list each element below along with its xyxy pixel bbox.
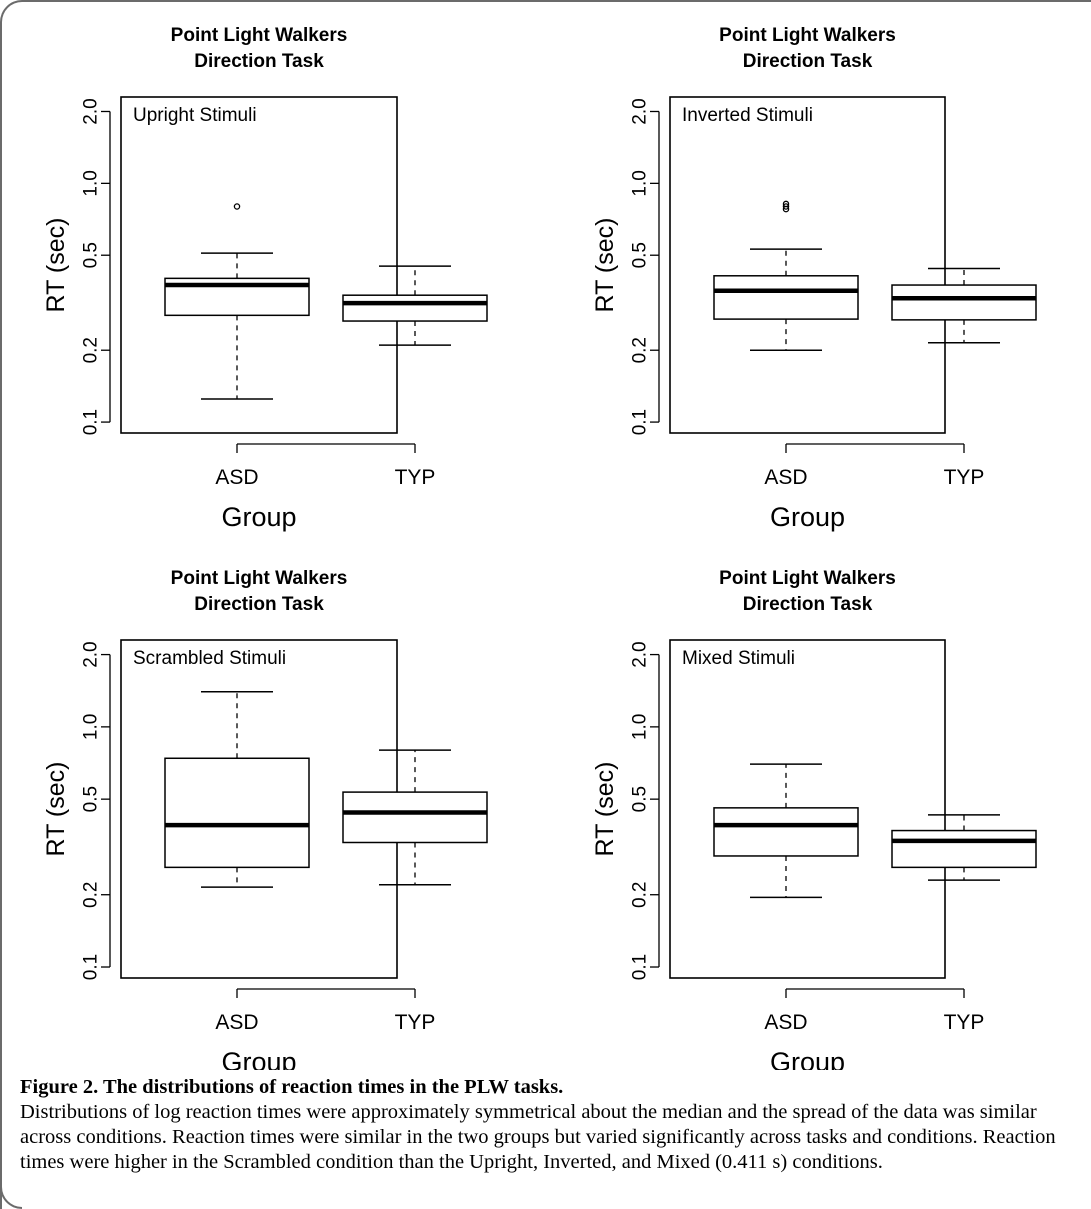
y-tick-label: 2.0	[630, 641, 651, 667]
y-tick-label: 0.5	[630, 786, 651, 812]
box-typ	[342, 265, 488, 346]
x-tick-label: ASD	[215, 1011, 258, 1034]
chart-title-line: Point Light Walkers	[171, 25, 348, 46]
x-tick-label: ASD	[764, 1011, 807, 1034]
chart-title-line: Point Light Walkers	[171, 568, 348, 589]
y-tick-label: 2.0	[630, 98, 651, 124]
y-tick-label: 0.1	[81, 409, 102, 435]
figure-caption: Figure 2. The distributions of reaction …	[20, 1075, 1080, 1175]
inset-label: Mixed Stimuli	[682, 648, 795, 669]
y-tick-label: 0.5	[81, 786, 102, 812]
y-tick-label: 0.1	[630, 409, 651, 435]
interquartile-box	[713, 275, 859, 320]
box-asd	[713, 763, 859, 899]
x-tick-label: TYP	[944, 1011, 985, 1034]
chart-panel-1: Point Light Walkers Direction Task Upright…	[42, 25, 488, 532]
y-tick-label: 0.1	[630, 954, 651, 980]
y-tick-label: 0.2	[630, 337, 651, 363]
y-tick-label: 2.0	[81, 98, 102, 124]
chart-title-line: Direction Task	[743, 51, 873, 72]
caption-title: Figure 2. The distributions of reaction …	[20, 1076, 564, 1098]
box-asd	[164, 691, 310, 888]
y-tick-label: 1.0	[630, 170, 651, 196]
chart-panel-2: Point Light Walkers Direction Task Inverte…	[591, 25, 1037, 532]
chart-title-line: Point Light Walkers	[719, 568, 896, 589]
interquartile-box	[713, 807, 859, 857]
x-axis-label: Group	[221, 502, 296, 532]
y-axis-label: RT (sec)	[42, 218, 70, 313]
box-asd	[164, 203, 310, 400]
frame-corner	[0, 1187, 22, 1209]
y-tick-label: 0.2	[81, 337, 102, 363]
y-tick-label: 1.0	[630, 714, 651, 740]
outlier-point	[782, 200, 790, 208]
chart-panel-4: Point Light Walkers Direction Task Mixed S…	[591, 568, 1037, 1070]
y-axis-label: RT (sec)	[591, 218, 619, 313]
chart-title-line: Direction Task	[743, 594, 873, 615]
interquartile-box	[891, 284, 1037, 321]
x-axis-label: Group	[221, 1047, 296, 1070]
interquartile-box	[891, 829, 1037, 869]
x-tick-label: ASD	[764, 466, 807, 489]
chart-title-line: Direction Task	[194, 51, 324, 72]
chart-panel-3: Point Light Walkers Direction Task Scrambl…	[42, 568, 488, 1070]
inset-label: Scrambled Stimuli	[133, 648, 286, 669]
plot-area	[120, 96, 398, 434]
x-axis-label: Group	[770, 502, 845, 532]
y-axis-label: RT (sec)	[591, 762, 619, 857]
box-typ	[342, 749, 488, 886]
outlier-point	[233, 203, 241, 210]
box-typ	[891, 267, 1037, 344]
y-tick-label: 0.5	[630, 242, 651, 268]
plot-area	[669, 639, 946, 979]
chart-title-line: Point Light Walkers	[719, 25, 896, 46]
x-tick-label: ASD	[215, 466, 258, 489]
y-tick-label: 0.5	[81, 242, 102, 268]
y-tick-label: 1.0	[81, 170, 102, 196]
y-tick-label: 0.2	[630, 882, 651, 908]
chart-title-line: Direction Task	[194, 594, 324, 615]
plot-area	[669, 96, 946, 434]
inset-label: Inverted Stimuli	[682, 105, 813, 126]
inset-label: Upright Stimuli	[133, 105, 257, 126]
interquartile-box	[342, 294, 488, 322]
x-tick-label: TYP	[395, 1011, 436, 1034]
x-tick-label: TYP	[944, 466, 985, 489]
y-tick-label: 1.0	[81, 714, 102, 740]
caption-body: Distributions of log reaction times were…	[20, 1101, 1056, 1173]
interquartile-box	[342, 791, 488, 844]
x-axis-label: Group	[770, 1047, 845, 1070]
y-tick-label: 2.0	[81, 641, 102, 667]
y-tick-label: 0.1	[81, 954, 102, 980]
outlier-point	[782, 203, 790, 210]
interquartile-box	[164, 757, 310, 869]
x-tick-label: TYP	[395, 466, 436, 489]
y-tick-label: 0.2	[81, 882, 102, 908]
figure-charts: Point Light Walkers Direction Task Upright…	[42, 25, 1037, 1070]
y-axis-label: RT (sec)	[42, 762, 70, 857]
box-asd	[713, 200, 859, 351]
box-typ	[891, 814, 1037, 881]
